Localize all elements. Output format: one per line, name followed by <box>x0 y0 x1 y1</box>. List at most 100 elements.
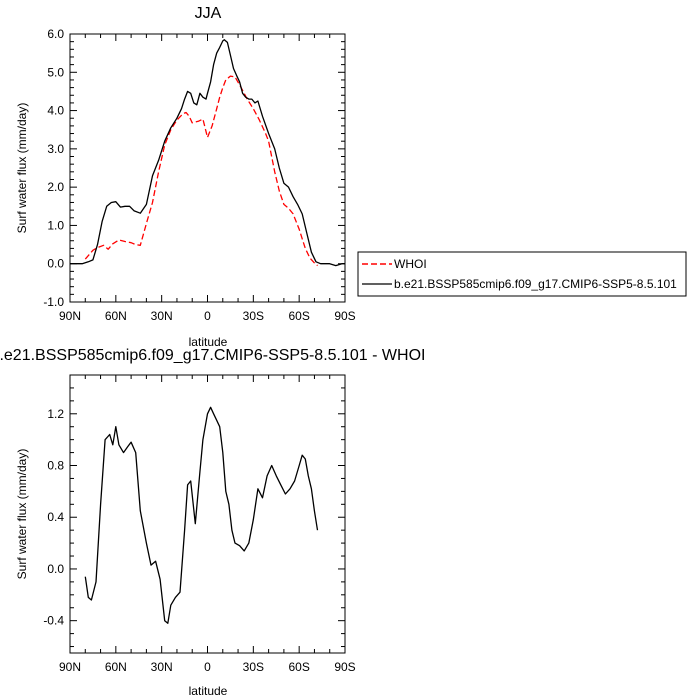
top-data-point <box>317 265 318 266</box>
top-data-point <box>344 263 345 264</box>
top-data-point <box>210 81 211 82</box>
top-series-line-model <box>70 39 345 267</box>
bottom-data-point <box>228 504 229 505</box>
top-data-point <box>293 196 294 197</box>
bottom-data-point <box>199 471 200 472</box>
bottom-data-point <box>160 579 161 580</box>
top-data-point <box>224 39 225 40</box>
top-series-lines <box>69 39 345 267</box>
top-data-point <box>92 259 93 260</box>
bottom-data-point <box>115 426 116 427</box>
bottom-data-point <box>234 543 235 544</box>
top-data-point <box>146 223 147 224</box>
bottom-data-point <box>112 444 113 445</box>
top-data-point <box>309 257 310 258</box>
top-y-axis-label: Surf water flux (mm/day) <box>15 103 29 234</box>
top-data-point <box>236 75 237 76</box>
top-data-point <box>262 116 263 117</box>
top-data-point <box>268 141 269 142</box>
y-tick-label: 0.4 <box>47 510 64 524</box>
bottom-data-point <box>184 530 185 531</box>
bottom-data-point <box>85 576 86 577</box>
top-data-point <box>230 55 231 56</box>
bottom-y-axis-label: Surf water flux (mm/day) <box>15 449 29 580</box>
top-x-axis-label: latitude <box>189 335 228 349</box>
bottom-data-point <box>140 510 141 511</box>
top-data-point <box>140 213 141 214</box>
top-data-point <box>288 187 289 188</box>
y-tick-label: -1.0 <box>43 295 64 309</box>
bottom-data-point <box>146 543 147 544</box>
x-tick-label: 30S <box>243 309 264 323</box>
top-data-point <box>315 261 316 262</box>
bottom-data-point <box>95 581 96 582</box>
top-data-point <box>135 244 136 245</box>
x-tick-label: 90S <box>334 309 355 323</box>
top-data-point <box>196 104 197 105</box>
top-data-point <box>152 175 153 176</box>
top-data-point <box>230 76 231 77</box>
top-data-point <box>207 137 208 138</box>
y-tick-label: 1.0 <box>47 218 64 232</box>
x-tick-label: 90N <box>59 660 81 674</box>
bottom-data-point <box>187 484 188 485</box>
x-tick-label: 90N <box>59 309 81 323</box>
bottom-data-point <box>299 465 300 466</box>
bottom-data-point <box>285 493 286 494</box>
top-data-point <box>216 53 217 54</box>
y-tick-label: 0.0 <box>47 562 64 576</box>
top-data-point <box>92 250 93 251</box>
top-data-point <box>187 91 188 92</box>
x-tick-label: 30S <box>243 660 264 674</box>
top-data-point <box>69 263 70 264</box>
bottom-data-point <box>244 550 245 551</box>
bottom-data-point <box>170 605 171 606</box>
top-data-point <box>158 160 159 161</box>
top-data-point <box>245 97 246 98</box>
top-data-point <box>198 121 199 122</box>
top-data-point <box>164 141 165 142</box>
top-data-point <box>120 207 121 208</box>
y-tick-label: 0.8 <box>47 459 64 473</box>
bottom-series-lines <box>84 406 319 624</box>
top-data-point <box>311 252 312 253</box>
top-data-point <box>184 99 185 100</box>
top-data-point <box>88 261 89 262</box>
top-data-point <box>152 202 153 203</box>
x-tick-label: 90S <box>334 660 355 674</box>
top-data-point <box>124 206 125 207</box>
bottom-data-point <box>317 530 318 531</box>
x-tick-label: 60N <box>105 309 127 323</box>
bottom-data-point <box>190 480 191 481</box>
top-data-point <box>102 221 103 222</box>
top-data-point <box>85 259 86 260</box>
y-tick-label: 2.0 <box>47 180 64 194</box>
bottom-tick-labels: 90N 60N 30N 0 30S 60S 90S -0.4 0.0 0.4 0.8 1.2 <box>43 407 355 674</box>
top-data-point <box>216 108 217 109</box>
y-tick-label: 1.2 <box>47 407 64 421</box>
top-data-point <box>115 201 116 202</box>
top-data-point <box>124 241 125 242</box>
top-data-point <box>111 202 112 203</box>
bottom-data-point <box>105 439 106 440</box>
top-data-point <box>222 40 223 41</box>
top-data-point <box>297 204 298 205</box>
top-data-point <box>306 233 307 234</box>
legend-model-label: b.e21.BSSP585cmip6.f09_g17.CMIP6-SSP5-8.… <box>394 277 677 291</box>
top-data-point <box>274 171 275 172</box>
top-data-point <box>213 64 214 65</box>
top-data-point <box>97 244 98 245</box>
top-data-point <box>248 99 249 100</box>
top-data-point <box>305 248 306 249</box>
top-data-point <box>225 79 226 80</box>
bottom-data-point <box>167 623 168 624</box>
bottom-data-point <box>222 452 223 453</box>
top-data-point <box>219 97 220 98</box>
top-data-point <box>146 204 147 205</box>
top-data-point <box>189 116 190 117</box>
top-data-point <box>129 206 130 207</box>
top-data-point <box>131 242 132 243</box>
bottom-data-point <box>91 599 92 600</box>
top-data-point <box>251 99 252 100</box>
